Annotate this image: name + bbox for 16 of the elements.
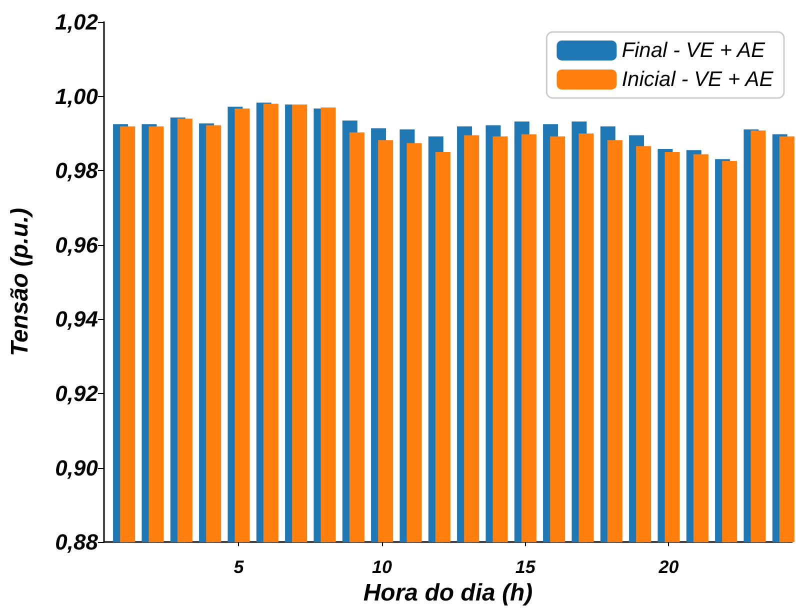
- y-tick-label: 0,96: [55, 232, 99, 258]
- y-tick-label: 0,90: [55, 455, 99, 480]
- x-tick-label: 15: [515, 557, 536, 578]
- y-tick-label: 1,00: [55, 84, 99, 109]
- y-tick-label: 0,92: [55, 381, 99, 406]
- legend-label: Final - VE + AE: [622, 39, 766, 62]
- x-axis-title: Hora do dia (h): [363, 580, 533, 606]
- y-axis-title: Tensão (p.u.): [6, 208, 34, 356]
- x-tick-label: 20: [658, 557, 679, 578]
- x-tick-label: 5: [234, 557, 245, 578]
- y-tick-label: 0,98: [55, 158, 99, 184]
- y-tick-label: 1,02: [55, 10, 99, 34]
- legend-label: Inicial - VE + AE: [622, 68, 774, 91]
- y-tick-label: 0,94: [55, 306, 98, 332]
- y-tick-label: 0,88: [55, 530, 99, 555]
- x-tick-label: 10: [372, 557, 392, 578]
